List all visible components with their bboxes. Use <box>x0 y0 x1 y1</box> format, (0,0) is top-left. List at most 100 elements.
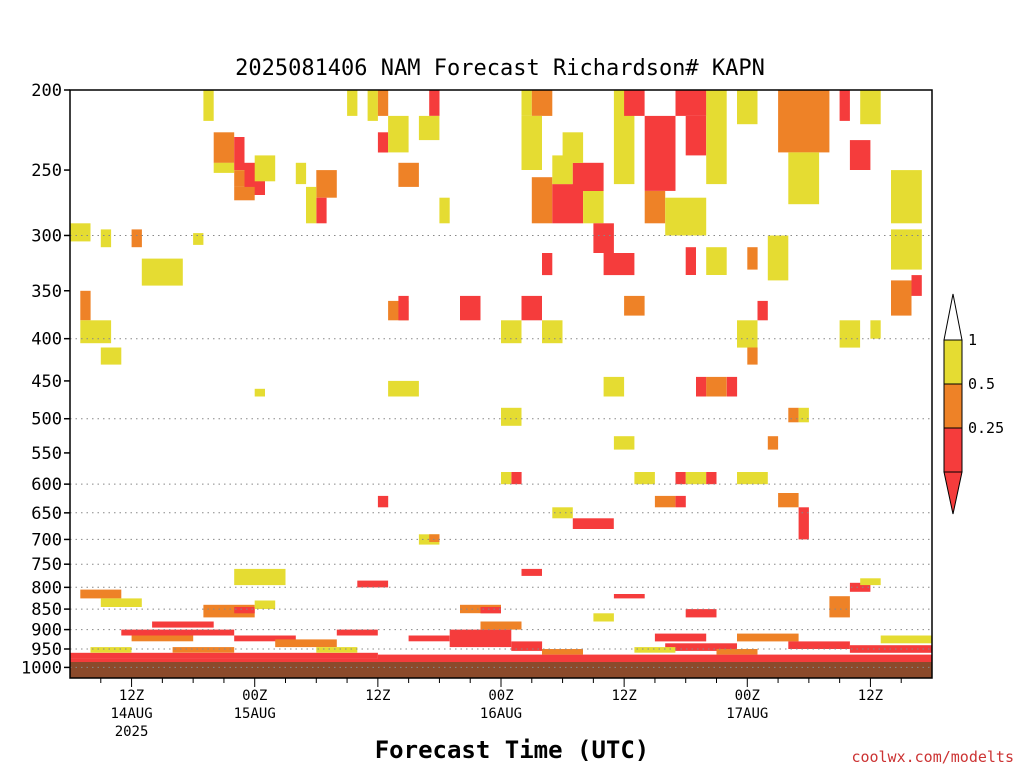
ri-cell-80 <box>726 376 738 397</box>
ri-cell-87 <box>511 472 522 485</box>
ri-cell-58 <box>398 295 409 321</box>
ri-cell-41 <box>788 152 820 205</box>
x-tick-label-3-0: 00Z <box>488 688 513 704</box>
ri-cell-120 <box>131 635 194 642</box>
ri-cell-35 <box>665 197 707 236</box>
ri-cell-135 <box>377 654 932 661</box>
ri-cell-84 <box>613 436 635 450</box>
ri-cell-94 <box>675 495 686 508</box>
ri-cell-27 <box>572 162 604 191</box>
ri-cell-18 <box>429 90 440 116</box>
ri-cell-4 <box>234 170 245 187</box>
x-tick-label-5-0: 00Z <box>735 688 760 704</box>
ri-cell-76 <box>254 388 265 397</box>
y-tick-label-650: 650 <box>31 504 62 524</box>
ri-cell-15 <box>377 132 389 153</box>
ri-cell-93 <box>654 495 676 508</box>
y-tick-label-400: 400 <box>31 330 62 350</box>
ri-cell-29 <box>583 191 604 224</box>
legend-arrow-bottom <box>943 471 963 515</box>
ri-cell-78 <box>696 376 707 397</box>
x-tick-label-5-1: 17AUG <box>726 706 768 722</box>
ri-cell-62 <box>542 320 563 344</box>
ri-cell-83 <box>798 407 809 423</box>
y-tick-label-550: 550 <box>31 444 62 464</box>
ri-cell-124 <box>408 635 450 642</box>
ri-cell-123 <box>336 629 378 636</box>
ri-cell-52 <box>141 258 183 286</box>
ri-cell-129 <box>665 643 737 651</box>
ri-cell-48 <box>911 275 922 296</box>
ri-cell-68 <box>747 247 758 270</box>
ri-cell-23 <box>521 115 542 170</box>
legend-swatch-0 <box>943 339 963 385</box>
y-tick-label-750: 750 <box>31 555 62 575</box>
ri-cell-60 <box>501 320 522 344</box>
ri-cell-12 <box>347 90 358 116</box>
x-tick-label-1-1: 15AUG <box>234 706 276 722</box>
ri-cell-121 <box>234 635 296 642</box>
ri-cell-67 <box>706 247 727 275</box>
ri-cell-97 <box>552 507 573 519</box>
ri-cell-21 <box>521 90 532 116</box>
legend-label-1: 0.5 <box>968 375 995 393</box>
ri-cell-16 <box>388 115 409 153</box>
ri-cell-119 <box>152 621 214 628</box>
ri-cell-109 <box>100 598 142 607</box>
ri-cell-139 <box>316 647 358 653</box>
ri-cell-86 <box>634 472 655 485</box>
y-tick-label-500: 500 <box>31 410 62 430</box>
ri-cell-126 <box>480 621 522 630</box>
y-tick-label-900: 900 <box>31 621 62 641</box>
ri-cell-128 <box>654 633 707 642</box>
ri-cell-127 <box>511 641 543 651</box>
x-tick-label-4-0: 12Z <box>611 688 636 704</box>
ri-cell-103 <box>357 580 389 588</box>
ri-cell-82 <box>788 407 799 423</box>
ri-cell-0 <box>203 90 214 121</box>
x-tick-label-0-0: 12Z <box>119 688 144 704</box>
ri-cell-111 <box>234 607 255 614</box>
ri-cell-90 <box>685 472 707 485</box>
ri-cell-1 <box>213 132 235 163</box>
ri-cell-96 <box>798 507 809 540</box>
ri-cell-72 <box>747 347 758 365</box>
ri-cell-9 <box>316 170 337 198</box>
legend-label-2: 0.25 <box>968 419 1004 437</box>
credit-text: coolwx.com/modelts <box>851 748 1014 766</box>
ri-cell-47 <box>891 280 912 316</box>
ri-cell-44 <box>849 140 871 170</box>
ri-cell-65 <box>624 295 645 316</box>
ri-cell-99 <box>377 495 389 508</box>
legend: 1 0.5 0.25 <box>943 293 1004 515</box>
ri-cell-13 <box>367 90 378 121</box>
y-tick-label-1000: 1000 <box>21 658 62 678</box>
ri-cell-118 <box>121 629 235 636</box>
ri-cell-136 <box>70 658 932 662</box>
ri-cell-71 <box>737 320 758 348</box>
x-tick-label-0-1: 14AUG <box>110 706 152 722</box>
ri-cell-39 <box>737 90 758 125</box>
ri-cell-50 <box>100 229 112 248</box>
plot-area <box>69 89 933 679</box>
ri-cell-55 <box>80 320 112 344</box>
ri-cell-20 <box>439 197 450 224</box>
x-axis: 12Z 14AUG 2025 00Z 15AUG 12Z 00Z 16AUG 12Z 00Z 17A… <box>100 678 902 740</box>
ri-cell-28 <box>562 132 584 163</box>
ri-cell-107 <box>860 578 881 586</box>
ri-cell-142 <box>716 649 758 655</box>
ri-cell-133 <box>880 635 932 644</box>
ri-cell-37 <box>685 115 707 156</box>
ri-cell-95 <box>778 493 799 508</box>
ri-cell-64 <box>603 253 635 276</box>
ri-cell-24 <box>531 177 553 224</box>
y-tick-label-850: 850 <box>31 600 62 620</box>
ri-cell-49 <box>70 223 91 242</box>
ri-cells <box>70 90 932 662</box>
ri-cell-33 <box>644 115 676 191</box>
ri-cell-8 <box>295 162 307 185</box>
ri-cell-140 <box>542 649 583 655</box>
ri-cell-70 <box>757 300 768 321</box>
ri-cell-30 <box>593 223 614 253</box>
